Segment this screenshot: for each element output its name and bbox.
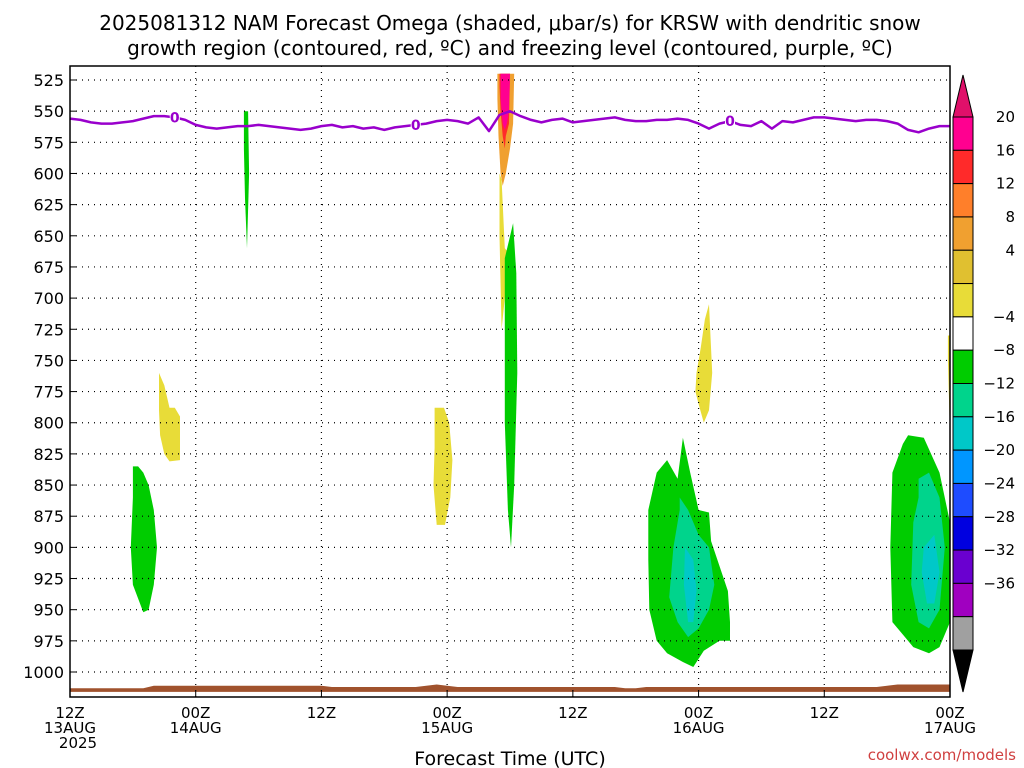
x-tick-label: 00Z bbox=[181, 704, 210, 722]
freezing-label-bg bbox=[169, 109, 180, 125]
y-tick-label: 550 bbox=[33, 102, 64, 121]
x-tick-label: 14AUG bbox=[170, 719, 222, 737]
omega-region-1 bbox=[433, 407, 453, 525]
y-tick-label: 925 bbox=[33, 570, 64, 589]
y-axis: 525 550 575 600 625 650 675 700 725 750 775 800 825 8… bbox=[23, 71, 76, 682]
colorbar-segment bbox=[952, 183, 974, 218]
freezing-level-line bbox=[69, 109, 950, 134]
omega-region-0 bbox=[159, 372, 180, 462]
x-tick-label: 2025 bbox=[59, 734, 97, 752]
colorbar-under-arrow bbox=[952, 649, 974, 693]
x-tick-label: 15AUG bbox=[421, 719, 473, 737]
y-tick-label: 900 bbox=[33, 538, 64, 557]
x-axis-label: Forecast Time (UTC) bbox=[414, 748, 605, 768]
colorbar-label: 20 bbox=[996, 108, 1015, 126]
colorbar-label: −24 bbox=[983, 474, 1015, 492]
colorbar-segment bbox=[952, 549, 974, 584]
omega-region-3 bbox=[695, 304, 713, 423]
y-tick-label: 950 bbox=[33, 601, 64, 620]
colorbar-segment bbox=[952, 283, 974, 318]
y-tick-label: 625 bbox=[33, 196, 64, 215]
y-tick-label: 525 bbox=[33, 71, 64, 90]
colorbar-label: −32 bbox=[983, 541, 1015, 559]
omega-region-15 bbox=[683, 547, 697, 623]
colorbar-label: −16 bbox=[983, 408, 1015, 426]
plot-area: 0 0 0 bbox=[69, 65, 951, 698]
colorbar-label: −4 bbox=[993, 308, 1015, 326]
chart-title-line1: 2025081312 NAM Forecast Omega (shaded, μ… bbox=[99, 11, 921, 35]
y-tick-label: 600 bbox=[33, 164, 64, 183]
colorbar-segment bbox=[952, 249, 974, 285]
freezing-label-bg bbox=[725, 113, 735, 129]
omega-shading-layer bbox=[130, 73, 950, 667]
colorbar-segment bbox=[952, 116, 974, 151]
x-tick-label: 12Z bbox=[558, 704, 587, 722]
colorbar-label: 16 bbox=[996, 141, 1015, 159]
colorbar-label: 4 bbox=[1005, 241, 1015, 259]
colorbar-segment bbox=[952, 616, 974, 651]
colorbar-label: −8 bbox=[993, 341, 1015, 359]
omega-region-8 bbox=[243, 111, 250, 249]
colorbar-segment bbox=[952, 482, 974, 518]
x-tick-label: 12Z bbox=[55, 704, 84, 722]
x-tick-label: 16AUG bbox=[673, 719, 725, 737]
colorbar-segment bbox=[952, 383, 974, 418]
y-tick-label: 775 bbox=[33, 383, 64, 402]
y-tick-label: 650 bbox=[33, 227, 64, 246]
y-tick-label: 975 bbox=[33, 632, 64, 651]
colorbar-segment bbox=[952, 149, 974, 185]
colorbar-label: −12 bbox=[983, 375, 1015, 393]
colorbar-label: 12 bbox=[996, 175, 1015, 193]
colorbar-label: −28 bbox=[983, 508, 1015, 526]
y-tick-label: 575 bbox=[33, 133, 64, 152]
ground-layer bbox=[70, 684, 950, 692]
freezing-level-layer: 0 0 0 bbox=[69, 109, 950, 134]
freezing-level-label: 0 bbox=[411, 118, 421, 134]
y-tick-label: 750 bbox=[33, 351, 64, 370]
omega-region-16 bbox=[921, 534, 940, 604]
freezing-level-label: 0 bbox=[725, 114, 735, 130]
omega-region-2 bbox=[499, 173, 510, 330]
omega-region-10 bbox=[130, 466, 157, 613]
colorbar-label: −36 bbox=[983, 574, 1015, 592]
x-tick-label: 17AUG bbox=[924, 719, 976, 737]
freezing-label-bg bbox=[410, 116, 421, 132]
omega-region-7 bbox=[500, 73, 510, 130]
colorbar: 20 16 12 8 4 −4 −8 −12 −16 −20 −24 −28 −32 −36 bbox=[952, 74, 1015, 693]
colorbar-label: 8 bbox=[1005, 208, 1015, 226]
colorbar-segment bbox=[952, 582, 974, 618]
credit-text: coolwx.com/models bbox=[868, 746, 1016, 764]
y-tick-label: 1000 bbox=[23, 663, 64, 682]
x-tick-label: 12Z bbox=[307, 704, 336, 722]
colorbar-segment bbox=[952, 316, 974, 351]
y-tick-label: 850 bbox=[33, 476, 64, 495]
x-tick-label: 00Z bbox=[432, 704, 461, 722]
y-tick-label: 875 bbox=[33, 507, 64, 526]
x-tick-label: 00Z bbox=[684, 704, 713, 722]
omega-region-9 bbox=[504, 223, 518, 548]
colorbar-over-arrow bbox=[952, 74, 974, 118]
y-tick-label: 825 bbox=[33, 445, 64, 464]
y-tick-label: 675 bbox=[33, 258, 64, 277]
freezing-level-label: 0 bbox=[170, 110, 180, 126]
colorbar-segment bbox=[952, 416, 974, 451]
y-tick-label: 725 bbox=[33, 320, 64, 339]
ground-terrain bbox=[70, 684, 950, 692]
chart-title-line2: growth region (contoured, red, ºC) and f… bbox=[127, 36, 893, 60]
colorbar-label: −20 bbox=[983, 441, 1015, 459]
x-tick-label: 12Z bbox=[810, 704, 839, 722]
y-tick-label: 700 bbox=[33, 289, 64, 308]
plot-frame bbox=[69, 65, 951, 698]
x-tick-label: 00Z bbox=[935, 704, 964, 722]
colorbar-segment bbox=[952, 349, 974, 384]
y-tick-label: 800 bbox=[33, 414, 64, 433]
colorbar-segment bbox=[952, 516, 974, 551]
x-tick-label: 13AUG bbox=[44, 719, 96, 737]
colorbar-segment bbox=[952, 216, 974, 251]
colorbar-segment bbox=[952, 449, 974, 484]
